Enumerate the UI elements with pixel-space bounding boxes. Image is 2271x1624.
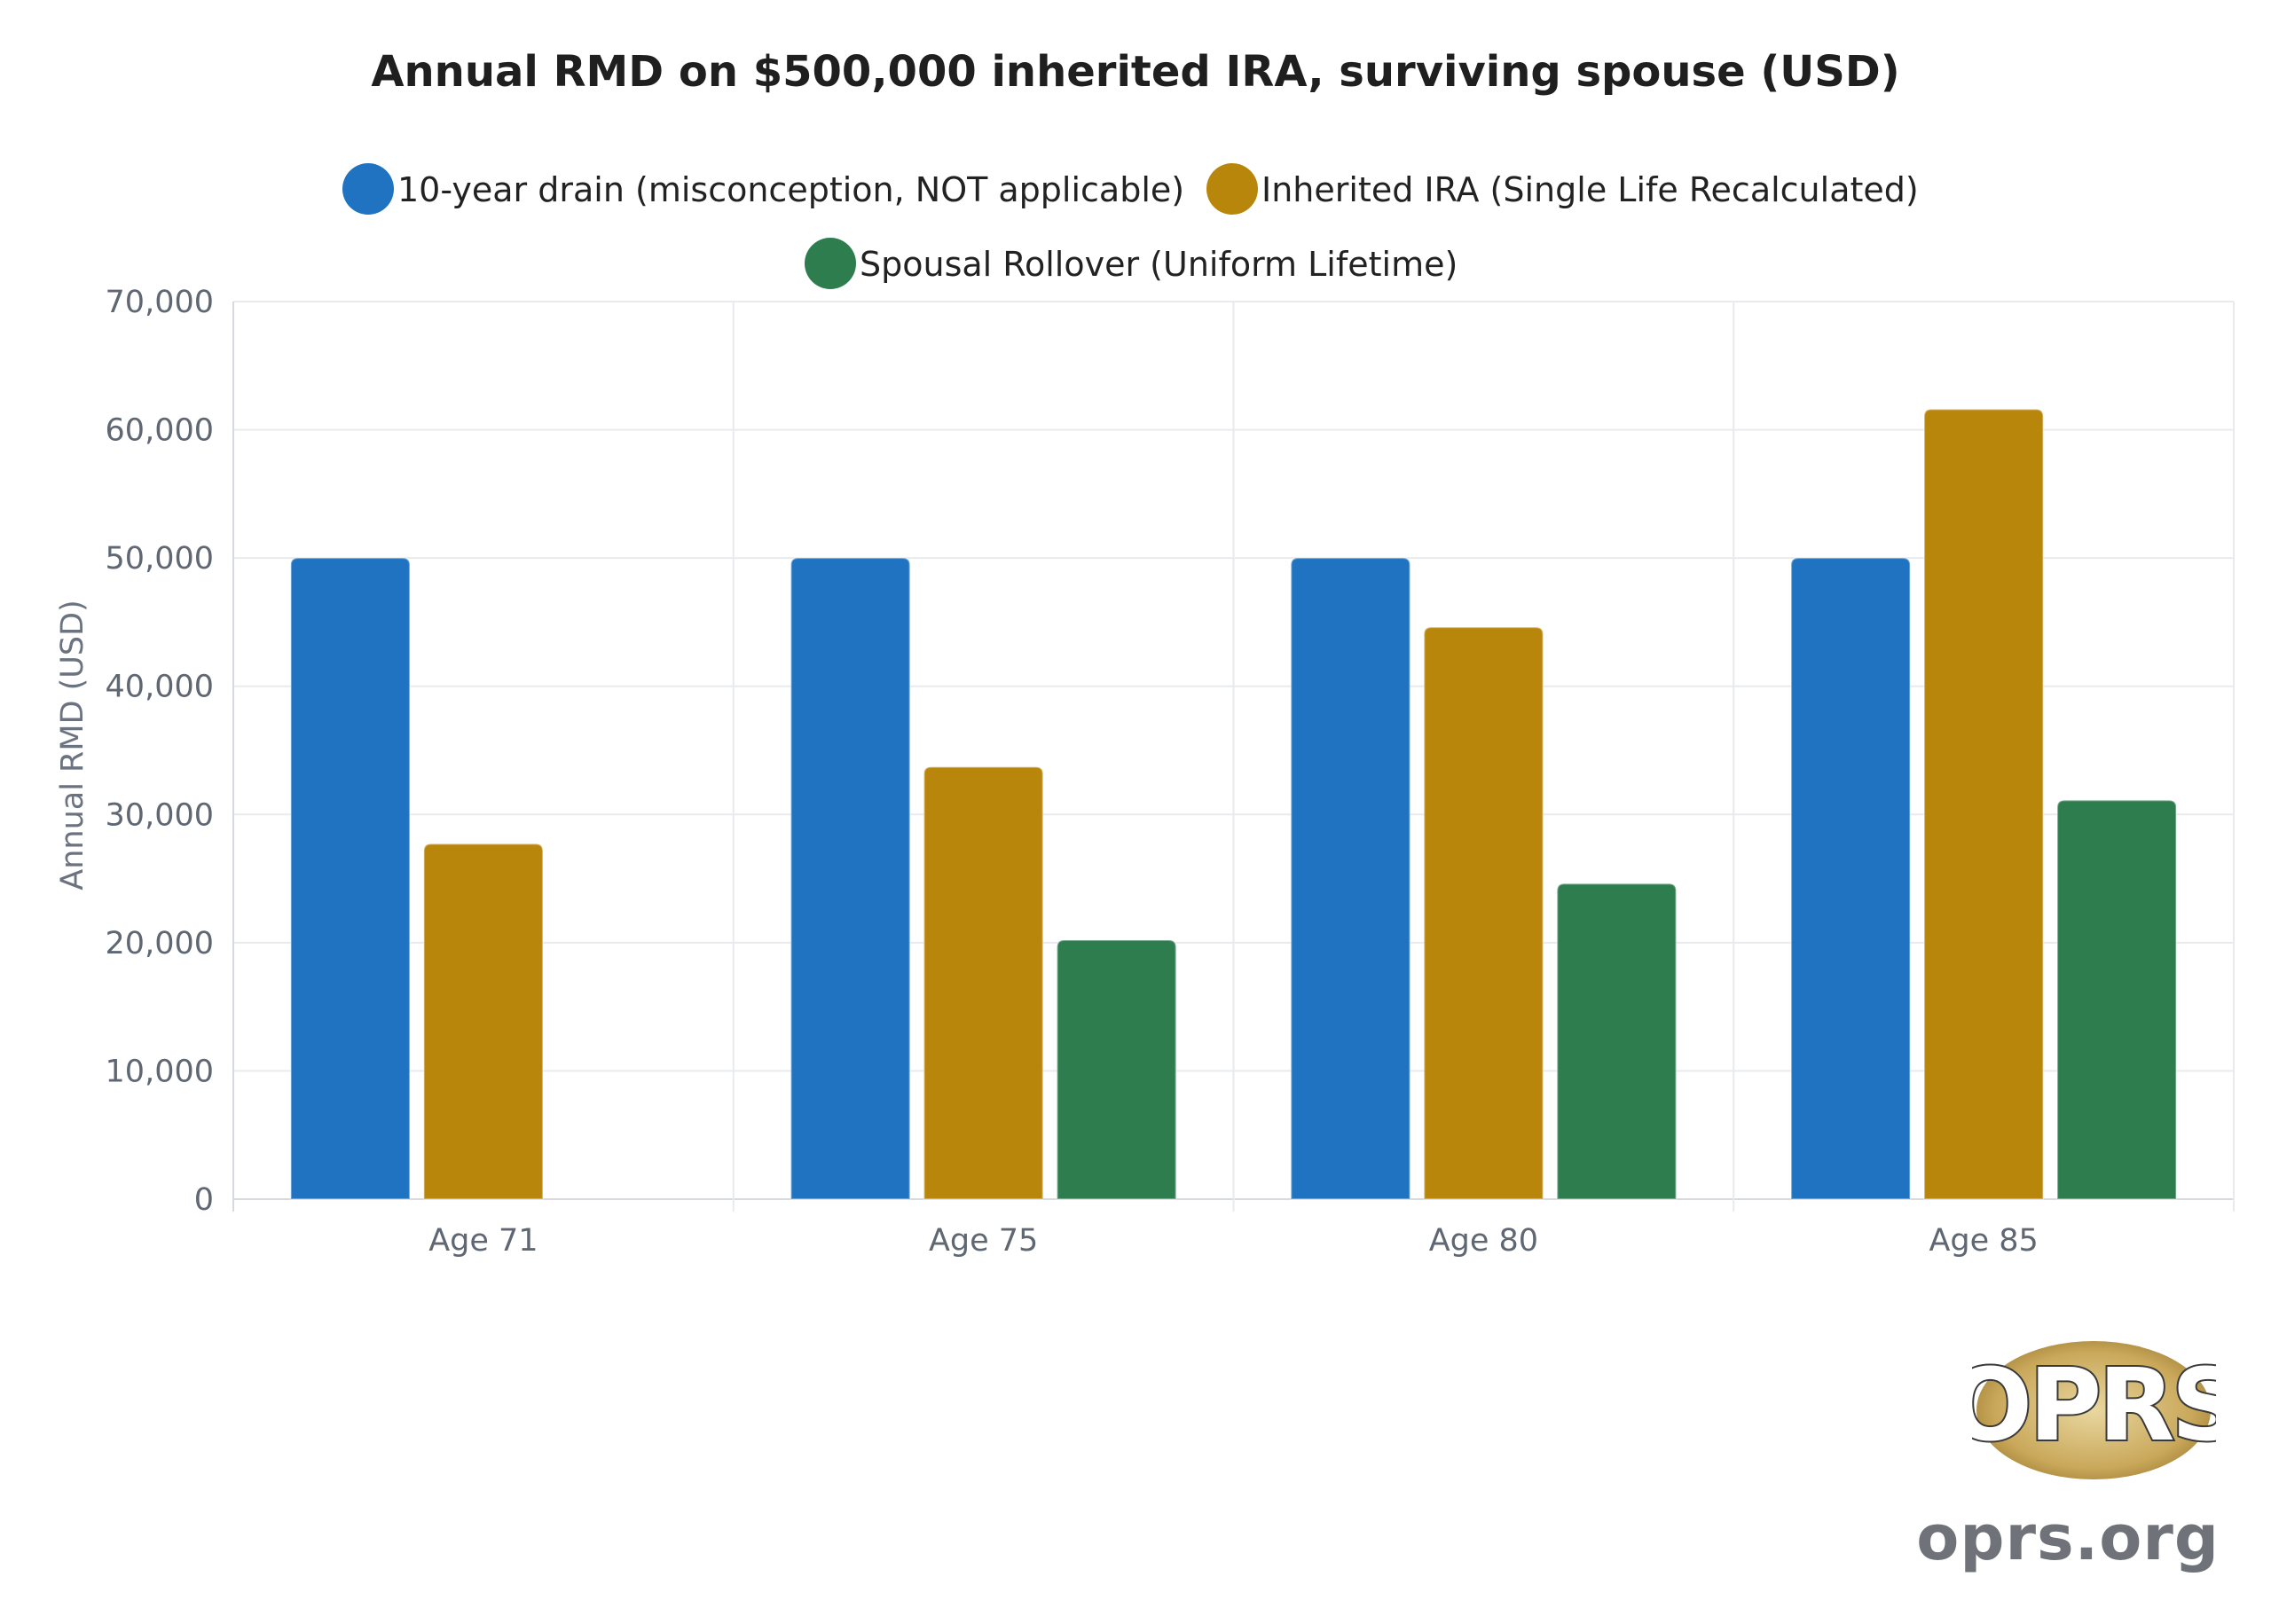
legend-item-spousal-rollover[interactable]: Spousal Rollover (Uniform Lifetime)	[805, 238, 1458, 289]
y-tick-label: 10,000	[106, 1054, 214, 1089]
bar	[289, 557, 411, 1200]
x-tick-label: Age 75	[929, 1223, 1038, 1259]
bar	[923, 765, 1044, 1200]
bar	[2056, 799, 2178, 1200]
bar	[1556, 883, 1678, 1200]
y-tick-label: 20,000	[106, 926, 214, 961]
y-tick-label: 40,000	[106, 670, 214, 705]
bar	[1290, 557, 1411, 1200]
y-axis-title: Annual RMD (USD)	[55, 600, 90, 890]
legend-label-spousal-rollover: Spousal Rollover (Uniform Lifetime)	[860, 245, 1458, 284]
y-tick-label: 60,000	[106, 413, 214, 449]
y-tick-label: 70,000	[106, 285, 214, 320]
y-tick-label: 0	[194, 1182, 214, 1218]
bar	[1790, 557, 1912, 1200]
bar	[1423, 626, 1544, 1200]
chart-title: Annual RMD on $500,000 inherited IRA, su…	[371, 47, 1899, 97]
x-axis-ticks: Age 71 Age 75 Age 80 Age 85	[428, 1223, 2039, 1259]
legend-swatch-spousal-rollover	[805, 238, 856, 289]
bar	[1056, 938, 1177, 1200]
logo-text: OPRS	[1972, 1348, 2216, 1463]
legend-label-inherited-ira: Inherited IRA (Single Life Recalculated)	[1261, 170, 1919, 209]
legend: 10-year drain (misconception, NOT applic…	[342, 163, 1919, 289]
x-tick-label: Age 80	[1429, 1223, 1538, 1259]
legend-item-10-year-drain[interactable]: 10-year drain (misconception, NOT applic…	[342, 163, 1184, 215]
x-tick-label: Age 85	[1929, 1223, 2038, 1259]
legend-swatch-10-year-drain	[342, 163, 394, 215]
legend-swatch-inherited-ira	[1206, 163, 1258, 215]
bar	[1923, 408, 2045, 1200]
legend-label-10-year-drain: 10-year drain (misconception, NOT applic…	[397, 170, 1184, 209]
bars	[289, 408, 2178, 1200]
bar	[422, 843, 544, 1200]
y-tick-label: 30,000	[106, 797, 214, 833]
x-tick-label: Age 71	[428, 1223, 538, 1259]
oprs-logo: OPRS	[1972, 1341, 2216, 1479]
bar	[790, 557, 911, 1200]
y-axis-ticks: 0 10,000 20,000 30,000 40,000 50,000 60,000 70,…	[106, 285, 214, 1218]
gridlines	[232, 301, 2235, 1212]
logo-url: oprs.org	[1916, 1502, 2220, 1574]
y-tick-label: 50,000	[106, 541, 214, 577]
legend-item-inherited-ira[interactable]: Inherited IRA (Single Life Recalculated)	[1206, 163, 1919, 215]
